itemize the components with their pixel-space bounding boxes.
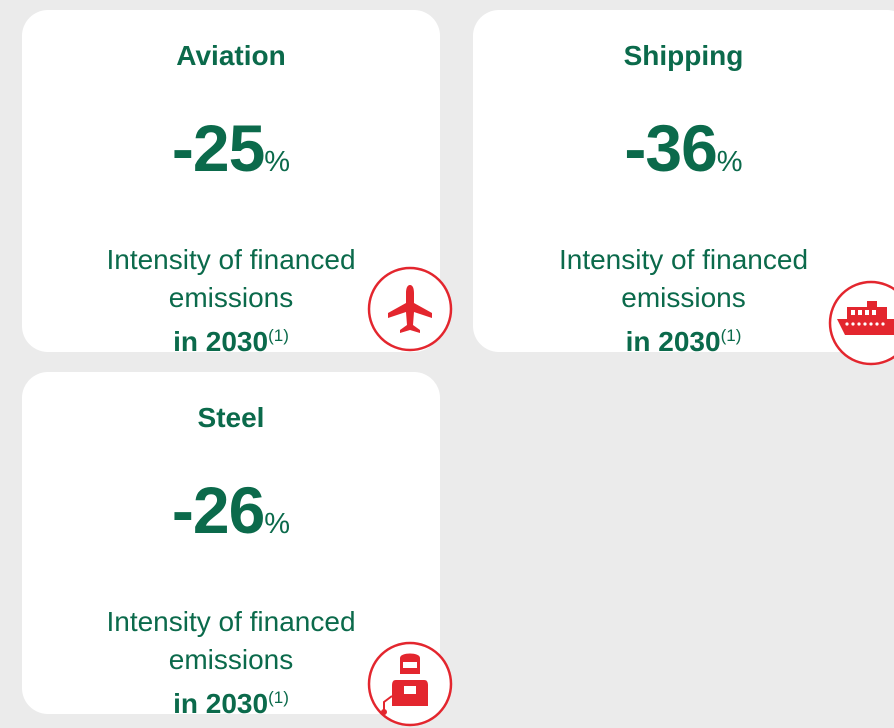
- year: in 2030: [625, 326, 721, 357]
- footnote: (1): [268, 326, 289, 345]
- description-line: emissions: [168, 644, 294, 675]
- value: -26: [171, 473, 265, 547]
- unit: %: [716, 146, 743, 178]
- description: Intensity of financed emissions in 2030(…: [22, 603, 440, 723]
- description-line: emissions: [621, 282, 746, 313]
- unit: %: [264, 508, 291, 540]
- ship-icon: [828, 280, 894, 366]
- description: Intensity of financed emissions in 2030(…: [473, 241, 894, 361]
- value: -36: [624, 111, 717, 185]
- figure: -25%: [22, 110, 440, 186]
- value: -25: [171, 111, 265, 185]
- description-line: emissions: [168, 282, 294, 313]
- figure: -36%: [473, 110, 894, 186]
- card: Aviation -25% Intensity of financed emis…: [22, 10, 440, 357]
- airplane-icon: [367, 266, 453, 352]
- description-line: Intensity of financed: [558, 244, 809, 275]
- card-title: Shipping: [623, 40, 744, 71]
- description-line: Intensity of financed: [106, 606, 356, 637]
- footnote: (1): [720, 326, 742, 345]
- card: Shipping -36% Intensity of financed emis…: [473, 10, 894, 357]
- footnote: (1): [268, 688, 289, 707]
- card: Steel -26% Intensity of financed emissio…: [22, 372, 440, 719]
- welder-icon: [367, 641, 453, 727]
- description: Intensity of financed emissions in 2030(…: [22, 241, 440, 361]
- card-title: Aviation: [176, 40, 286, 71]
- year: in 2030: [173, 688, 269, 719]
- card-title: Steel: [197, 402, 265, 433]
- description-line: Intensity of financed: [106, 244, 356, 275]
- year: in 2030: [173, 326, 269, 357]
- figure: -26%: [22, 472, 440, 548]
- unit: %: [264, 146, 291, 178]
